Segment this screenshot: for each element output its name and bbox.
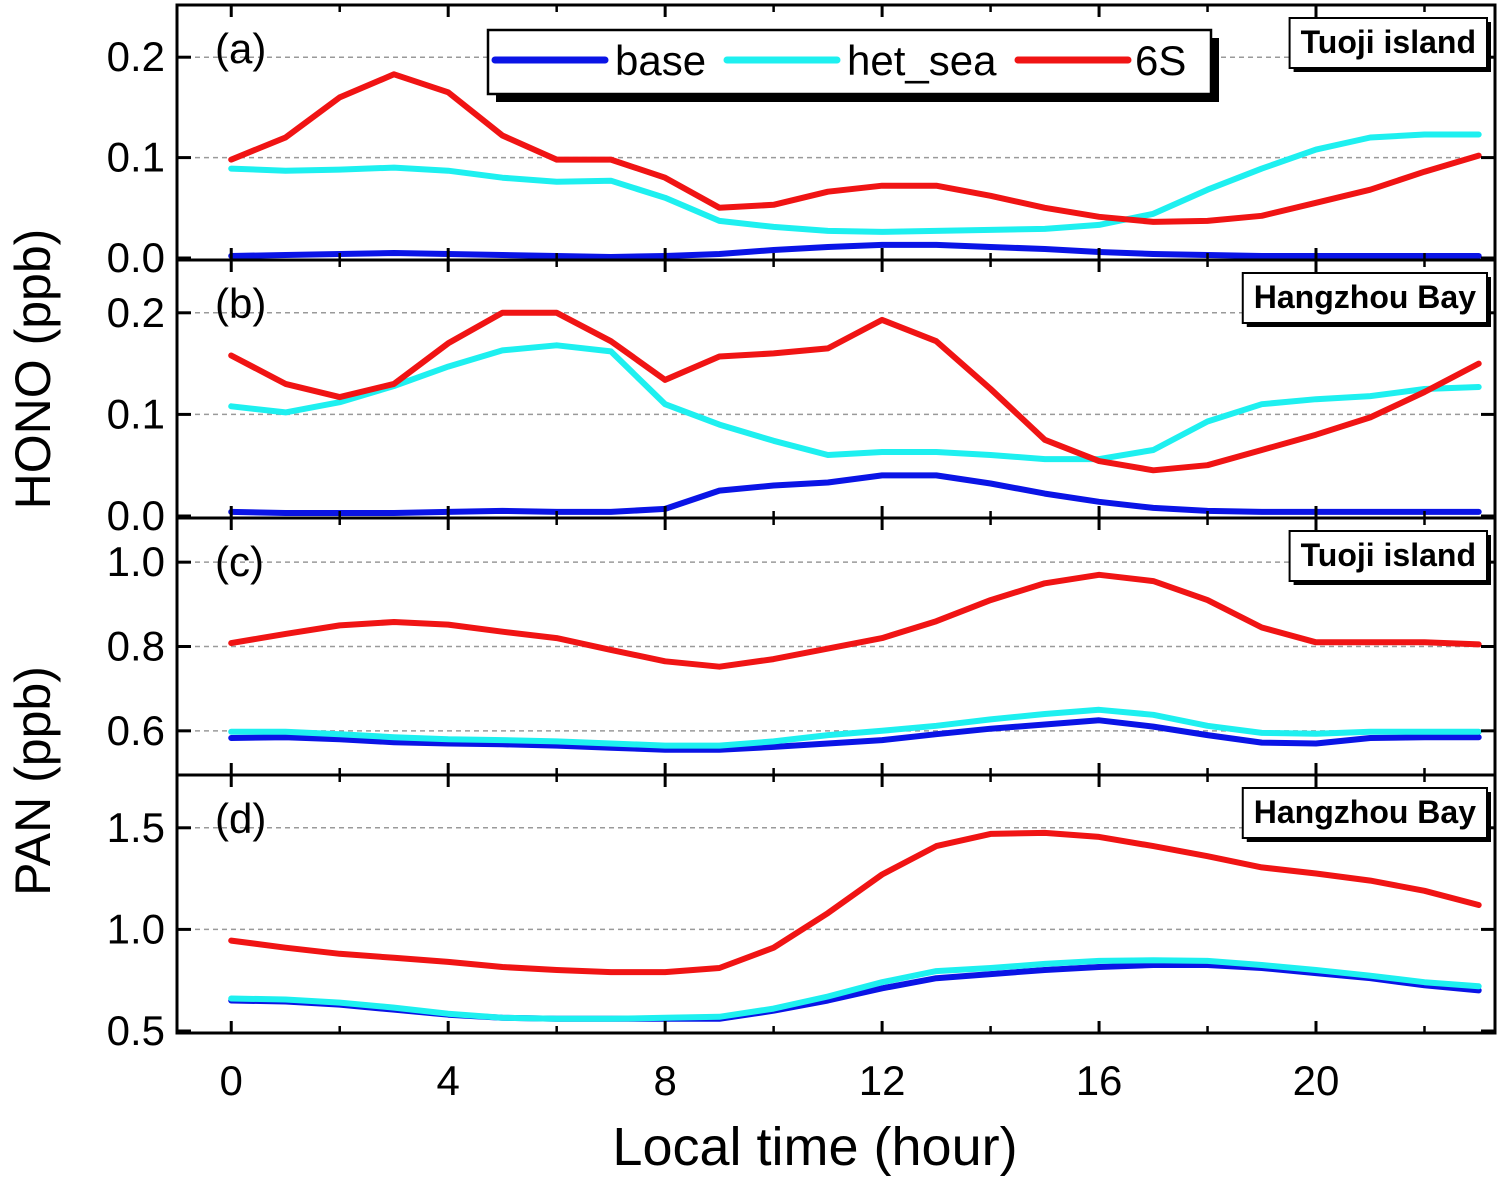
legend: base het_sea 6S: [486, 28, 1219, 102]
panel-label: (b): [215, 280, 266, 327]
site-label: Tuoji island: [1301, 24, 1476, 60]
site-label-frame: [1241, 787, 1488, 839]
site-label-box: Hangzhou Bay: [1241, 272, 1491, 327]
panel-c: 0.6 0.8 1.0 (c) Tuoji island: [107, 516, 1497, 777]
site-label-box: Tuoji island: [1288, 530, 1491, 585]
y-tick-label: 0.6: [107, 707, 165, 754]
panel-b: 0.0 0.1 0.2 (b) Hangzhou Bay: [107, 258, 1497, 539]
x-tick-label: 0: [220, 1057, 243, 1104]
series-line-6S-a: [228, 71, 1482, 225]
series-line-6S-c: [228, 571, 1482, 670]
x-axis-title: Local time (hour): [612, 1117, 1017, 1177]
x-axis: 0 4 8 12 16 20: [220, 1057, 1340, 1104]
x-tick-label: 12: [859, 1057, 906, 1104]
y-tick-label: 0.8: [107, 623, 165, 670]
panel-label: (a): [215, 25, 266, 72]
site-label: Hangzhou Bay: [1254, 794, 1476, 830]
y-tick-label: 1.0: [107, 905, 165, 952]
series-line-base-a: [228, 241, 1482, 260]
site-label-frame: [1241, 272, 1488, 324]
y-tick-label: 1.0: [107, 538, 165, 585]
y-tick-label: 0.0: [107, 234, 165, 281]
panel-a: 0.0 0.1 0.2 (a) Tuoji island: [107, 3, 1497, 281]
x-tick-label: 4: [437, 1057, 460, 1104]
series-line-het_sea-a: [228, 131, 1482, 235]
series-line-base-b: [228, 472, 1482, 516]
y-tick-label: 0.2: [107, 33, 165, 80]
y-tick-label: 0.0: [107, 492, 165, 539]
panel-label: (d): [215, 795, 266, 842]
site-label-frame: [1288, 530, 1488, 582]
series-line-6S-d: [228, 829, 1482, 976]
series-line-6S-b: [228, 309, 1482, 474]
y-tick-label: 0.2: [107, 289, 165, 336]
site-label: Hangzhou Bay: [1254, 279, 1476, 315]
x-tick-label: 16: [1076, 1057, 1123, 1104]
y-axis-title-hono: HONO (ppb): [5, 229, 61, 510]
site-label-box: Tuoji island: [1288, 17, 1491, 72]
y-tick-label: 0.5: [107, 1007, 165, 1054]
y-tick-label: 0.1: [107, 390, 165, 437]
legend-label-base: base: [615, 37, 706, 84]
y-tick-label: 1.5: [107, 804, 165, 851]
x-tick-label: 20: [1293, 1057, 1340, 1104]
series-line-het_sea-c: [228, 706, 1482, 749]
site-label: Tuoji island: [1301, 537, 1476, 573]
y-axis-title-pan: PAN (ppb): [5, 666, 61, 896]
site-label-box: Hangzhou Bay: [1241, 787, 1491, 842]
series-line-het_sea-b: [228, 342, 1482, 463]
panels-layer: 0.0 0.1 0.2 (a) Tuoji island 0.0 0.1 0.2 (b) Hang…: [107, 3, 1497, 1054]
legend-label-het_sea: het_sea: [847, 37, 997, 84]
series-line-base-c: [228, 717, 1482, 753]
legend-label-6S: 6S: [1135, 37, 1186, 84]
site-label-frame: [1288, 17, 1488, 69]
x-tick-label: 8: [653, 1057, 676, 1104]
panel-d: 0.5 1.0 1.5 (d) Hangzhou Bay: [107, 773, 1497, 1054]
series-line-het_sea-d: [228, 957, 1482, 1022]
panel-label: (c): [215, 538, 264, 585]
panel-frame: [175, 773, 1497, 1035]
y-tick-label: 0.1: [107, 134, 165, 181]
